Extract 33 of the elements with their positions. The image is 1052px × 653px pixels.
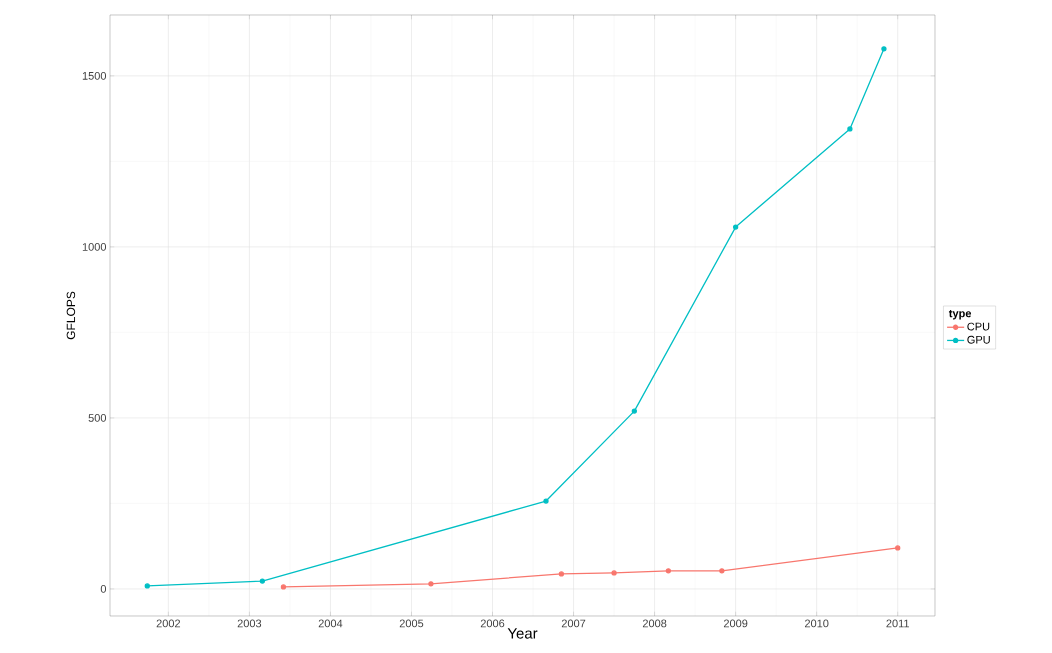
point	[847, 126, 853, 132]
point	[558, 571, 565, 577]
x-tick-label: 2008	[642, 619, 667, 628]
y-tick-label: 1500	[82, 72, 107, 80]
y-tick-label: 500	[88, 414, 107, 422]
x-tick-label: 2006	[480, 619, 505, 628]
point	[543, 498, 549, 504]
x-tick-label: 2007	[561, 619, 586, 628]
point	[895, 545, 901, 551]
x-tick-label: 2009	[723, 619, 748, 628]
point	[881, 46, 887, 52]
point	[631, 408, 637, 414]
point	[665, 568, 672, 574]
point	[719, 568, 725, 574]
y-tick-label: 0	[100, 585, 107, 593]
x-axis-title: Year	[507, 628, 538, 639]
point	[428, 581, 434, 587]
legend-label: GPU	[967, 335, 990, 344]
x-tick-label: 2002	[156, 619, 181, 628]
point	[280, 584, 287, 590]
x-tick-label: 2010	[804, 619, 829, 628]
point	[259, 578, 266, 584]
x-tick-label: 2011	[886, 619, 910, 628]
x-tick-label: 2005	[399, 619, 424, 628]
y-axis-title: GFLOPS	[66, 291, 76, 340]
x-tick-label: 2004	[318, 619, 343, 628]
legend-label: CPU	[967, 322, 990, 331]
x-tick-label: 2003	[237, 619, 262, 628]
point	[732, 224, 739, 230]
y-tick-label: 1000	[82, 243, 107, 251]
legend-title: type	[948, 310, 972, 320]
point	[611, 570, 617, 576]
point	[144, 583, 150, 589]
